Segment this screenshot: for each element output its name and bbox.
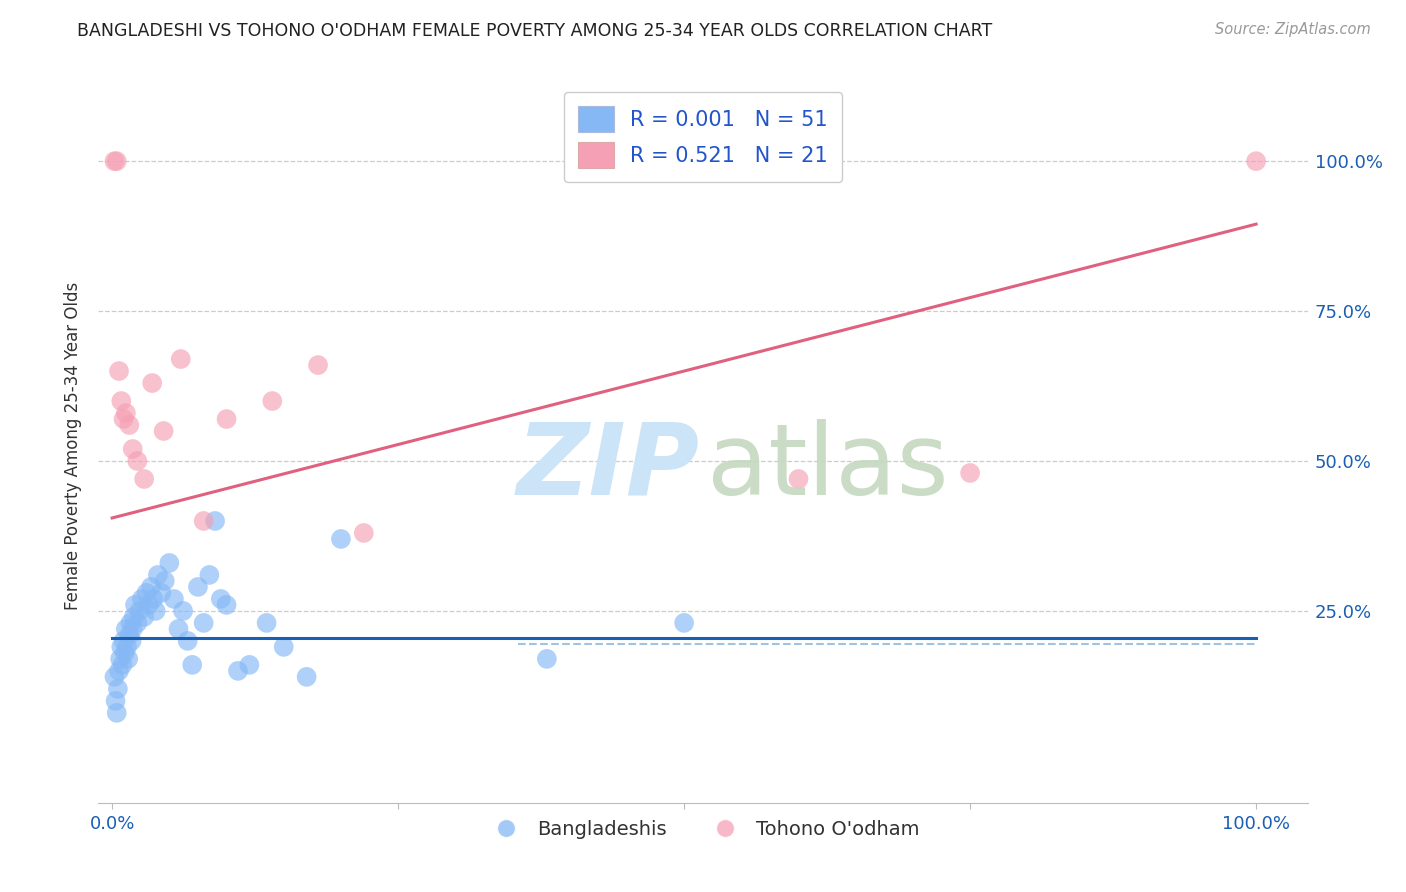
Point xyxy=(787,472,810,486)
Point xyxy=(209,591,232,606)
Point xyxy=(112,633,135,648)
Point xyxy=(138,598,160,612)
Point xyxy=(146,568,169,582)
Point xyxy=(118,628,141,642)
Point xyxy=(152,424,174,438)
Point xyxy=(107,681,129,696)
Point xyxy=(134,610,156,624)
Point xyxy=(124,598,146,612)
Point xyxy=(145,604,167,618)
Point xyxy=(108,652,131,666)
Point xyxy=(959,466,981,480)
Point xyxy=(142,591,165,606)
Point xyxy=(150,586,173,600)
Point xyxy=(1244,154,1267,169)
Point xyxy=(108,364,131,378)
Point xyxy=(115,406,138,420)
Point xyxy=(172,604,194,618)
Point xyxy=(226,664,249,678)
Point xyxy=(167,622,190,636)
Point xyxy=(114,646,136,660)
Point xyxy=(353,525,375,540)
Point xyxy=(307,358,329,372)
Point xyxy=(122,610,145,624)
Point xyxy=(135,586,157,600)
Point xyxy=(110,394,132,409)
Point xyxy=(104,694,127,708)
Point xyxy=(170,352,193,367)
Point xyxy=(103,154,125,169)
Point xyxy=(117,652,139,666)
Point xyxy=(105,154,128,169)
Point xyxy=(127,615,149,630)
Point xyxy=(295,670,318,684)
Text: BANGLADESHI VS TOHONO O'ODHAM FEMALE POVERTY AMONG 25-34 YEAR OLDS CORRELATION C: BANGLADESHI VS TOHONO O'ODHAM FEMALE POV… xyxy=(77,22,993,40)
Point xyxy=(128,604,150,618)
Point xyxy=(262,394,284,409)
Point xyxy=(120,615,142,630)
Point xyxy=(193,615,215,630)
Point xyxy=(673,615,696,630)
Point xyxy=(157,556,180,570)
Point xyxy=(108,664,131,678)
Point xyxy=(193,514,215,528)
Point xyxy=(127,454,149,468)
Point xyxy=(536,652,558,666)
Point xyxy=(115,622,138,636)
Legend: Bangladeshis, Tohono O'odham: Bangladeshis, Tohono O'odham xyxy=(478,812,928,847)
Point xyxy=(121,633,143,648)
Point xyxy=(121,442,143,456)
Point xyxy=(198,568,221,582)
Point xyxy=(112,412,135,426)
Point xyxy=(118,417,141,432)
Point xyxy=(105,706,128,720)
Point xyxy=(215,598,238,612)
Point xyxy=(187,580,209,594)
Point xyxy=(273,640,295,654)
Point xyxy=(204,514,226,528)
Point xyxy=(139,580,162,594)
Text: Source: ZipAtlas.com: Source: ZipAtlas.com xyxy=(1215,22,1371,37)
Point xyxy=(103,670,125,684)
Point xyxy=(131,591,153,606)
Point xyxy=(134,472,156,486)
Point xyxy=(163,591,186,606)
Point xyxy=(176,633,198,648)
Point xyxy=(121,622,143,636)
Y-axis label: Female Poverty Among 25-34 Year Olds: Female Poverty Among 25-34 Year Olds xyxy=(65,282,83,610)
Point xyxy=(238,657,260,672)
Point xyxy=(141,376,163,390)
Point xyxy=(110,640,132,654)
Point xyxy=(215,412,238,426)
Point xyxy=(153,574,176,588)
Text: ZIP: ZIP xyxy=(516,419,699,516)
Point xyxy=(329,532,352,546)
Point xyxy=(115,640,138,654)
Point xyxy=(111,657,134,672)
Point xyxy=(181,657,204,672)
Point xyxy=(256,615,278,630)
Text: atlas: atlas xyxy=(707,419,948,516)
